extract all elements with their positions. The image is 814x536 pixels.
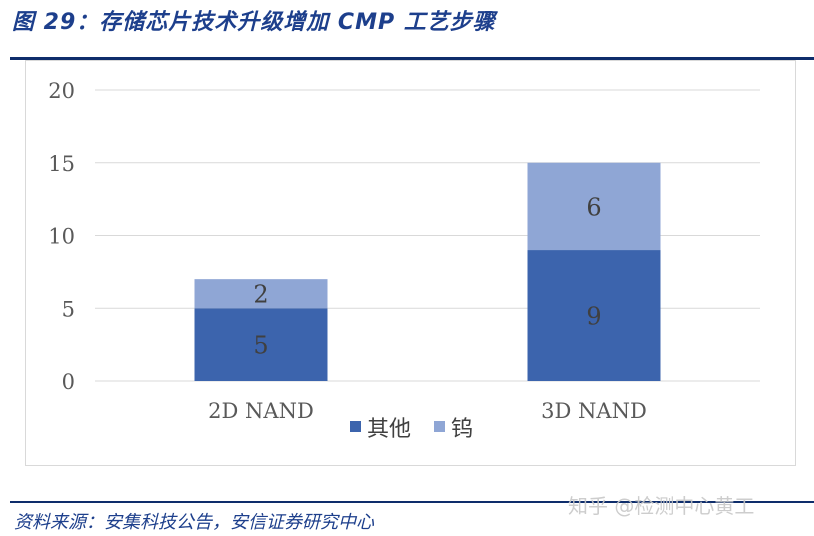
- source-note: 资料来源：安集科技公告，安信证券研究中心: [14, 512, 374, 533]
- bar-segment: [527, 162, 661, 251]
- bar-segment: [194, 308, 328, 381]
- y-tick-label: 15: [48, 152, 75, 176]
- y-tick-label: 0: [62, 370, 75, 394]
- y-tick-label: 5: [62, 297, 75, 321]
- watermark: 知乎 @检测中心黄工: [568, 494, 755, 518]
- data-label: 9: [586, 303, 601, 331]
- footer-rule: [10, 501, 814, 503]
- chart-frame: [25, 60, 796, 466]
- bar-segment: [527, 250, 661, 381]
- x-tick-label: 3D NAND: [541, 399, 647, 423]
- data-label: 6: [586, 193, 601, 221]
- x-tick-label: 2D NAND: [208, 399, 314, 423]
- data-label: 5: [253, 332, 268, 360]
- y-tick-label: 10: [48, 225, 75, 249]
- data-label: 2: [253, 281, 268, 309]
- legend-swatch: [350, 421, 361, 432]
- bar-segment: [194, 279, 328, 309]
- figure-title: 图 29：存储芯片技术升级增加 CMP 工艺步骤: [12, 10, 496, 35]
- legend-swatch: [434, 421, 445, 432]
- title-rule: [10, 57, 814, 60]
- legend-label: 钨: [451, 417, 473, 442]
- y-tick-label: 20: [48, 79, 75, 103]
- legend-label: 其他: [367, 417, 411, 442]
